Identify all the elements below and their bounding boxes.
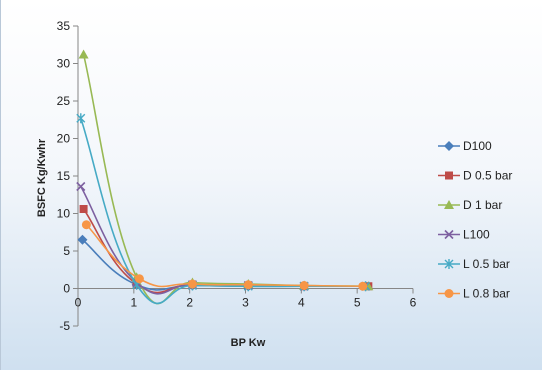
y-axis-title: BSFC Kg/Kwhr <box>36 138 48 217</box>
y-tick-label: 15 <box>57 169 71 183</box>
legend-label: L 0.5 bar <box>463 257 510 271</box>
legend-item-l100: L100 <box>438 228 490 242</box>
y-tick-label: 35 <box>57 19 71 33</box>
series-l-0-8-bar <box>81 220 368 291</box>
y-tick-label: -5 <box>59 319 70 333</box>
x-tick-label: 2 <box>186 296 193 310</box>
series-l-0-5-bar <box>76 113 371 305</box>
legend-marker <box>444 229 454 240</box>
data-point-l-0-8-bar <box>358 281 368 291</box>
series-line-l-0-5-bar <box>80 117 366 305</box>
x-tick-label: 3 <box>242 296 249 310</box>
legend-marker <box>444 141 454 151</box>
data-point-d-1-bar <box>78 49 89 59</box>
y-tick-label: 10 <box>57 207 71 221</box>
data-point-l-0-8-bar <box>243 280 253 290</box>
series-d-0-5-bar <box>79 205 373 294</box>
legend-label: L 0.8 bar <box>463 287 510 301</box>
x-tick-label: 4 <box>298 296 305 310</box>
data-point-l-0-8-bar <box>187 279 197 289</box>
data-point-l-0-8-bar <box>81 220 91 230</box>
series-d100 <box>77 234 371 292</box>
legend-item-l-0-5-bar: L 0.5 bar <box>438 257 510 271</box>
data-point-l-0-8-bar <box>134 274 144 284</box>
y-tick-label: 20 <box>57 132 71 146</box>
series-l100 <box>76 181 371 295</box>
y-tick-label: 25 <box>57 94 71 108</box>
series-d-1-bar <box>78 49 374 305</box>
legend-marker <box>444 200 454 209</box>
legend-label: D100 <box>463 139 492 153</box>
legend-marker <box>444 259 454 269</box>
legend-item-d-0-5-bar: D 0.5 bar <box>438 169 512 183</box>
x-tick-label: 6 <box>410 296 417 310</box>
y-tick-label: 5 <box>63 244 70 258</box>
legend-item-d100: D100 <box>438 139 492 153</box>
legend-label: D 1 bar <box>463 198 502 212</box>
legend-label: D 0.5 bar <box>463 169 512 183</box>
legend-item-d-1-bar: D 1 bar <box>438 198 502 212</box>
x-tick-label: 0 <box>75 296 82 310</box>
data-point-d-0-5-bar <box>79 205 88 213</box>
x-tick-label: 1 <box>130 296 137 310</box>
legend-marker <box>445 171 453 180</box>
y-tick-label: 0 <box>63 282 70 296</box>
x-tick-label: 5 <box>354 296 361 310</box>
legend-item-l-0-8-bar: L 0.8 bar <box>438 287 510 301</box>
data-point-l100 <box>76 181 86 192</box>
legend-marker <box>444 289 454 298</box>
data-point-l-0-5-bar <box>76 113 86 124</box>
y-tick-label: 30 <box>57 57 71 71</box>
data-point-d100 <box>77 234 88 245</box>
data-point-l-0-8-bar <box>299 281 309 290</box>
x-axis-title: BP Kw <box>231 337 266 349</box>
legend-label: L100 <box>463 228 490 242</box>
